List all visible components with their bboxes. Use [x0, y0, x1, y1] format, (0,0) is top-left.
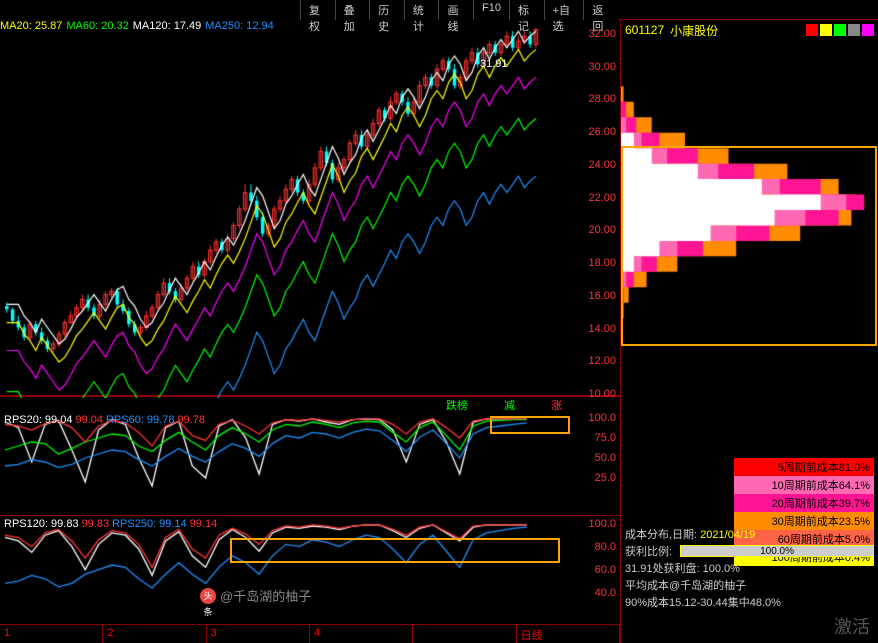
stock-name: 小康股份 [670, 22, 718, 39]
ind-tab[interactable]: 涨 [551, 397, 562, 412]
btab-5[interactable]: 日线 [517, 625, 620, 643]
header-icon[interactable] [820, 24, 832, 36]
btab-3[interactable]: 4 [310, 625, 413, 643]
tool-0[interactable]: 复权 [300, 0, 335, 20]
tool-menu[interactable]: 复权叠加历史统计画线F10标记+自选返回 [0, 0, 618, 20]
last-price-label: 31.91 [480, 58, 508, 70]
header-icon[interactable] [834, 24, 846, 36]
btab-4[interactable] [413, 625, 516, 643]
tool-5[interactable]: F10 [473, 0, 509, 20]
tool-1[interactable]: 叠加 [335, 0, 370, 20]
activate-text: 激活 [834, 613, 870, 639]
btab-0[interactable]: 1 [0, 625, 103, 643]
tool-8[interactable]: 返回 [583, 0, 618, 20]
btab-2[interactable]: 3 [207, 625, 310, 643]
indicator-tabs[interactable]: 跌榜 减 涨 [0, 396, 620, 412]
header-icon[interactable] [862, 24, 874, 36]
tool-2[interactable]: 历史 [369, 0, 404, 20]
bottom-tabs[interactable]: 1234 日线 [0, 625, 620, 643]
watermark: 头条 @千岛湖的柚子 [200, 586, 311, 605]
stock-code: 601127 [625, 23, 664, 37]
tool-6[interactable]: 标记 [509, 0, 544, 20]
tool-3[interactable]: 统计 [404, 0, 439, 20]
ind-tab[interactable]: 减 [504, 397, 515, 412]
toutiao-icon: 头条 [200, 588, 216, 604]
ind-tab[interactable]: 跌榜 [446, 397, 468, 412]
profit-bar: 100.0% [680, 545, 874, 557]
tool-7[interactable]: +自选 [544, 0, 584, 20]
cost-info: 成本分布,日期: 2021/04/19 获利比例: 100.0% 31.91处获… [625, 525, 874, 611]
tool-4[interactable]: 画线 [438, 0, 473, 20]
rps-short-chart[interactable]: RPS20:99.0499.04RPS60:99.7899.78 25.050.… [0, 412, 620, 516]
stock-header: 601127 小康股份 [621, 20, 878, 40]
volume-profile[interactable] [621, 40, 878, 380]
ma-summary: MA20: 25.87MA60: 20.32MA120: 17.49MA250:… [0, 20, 278, 36]
price-chart[interactable]: 10.0012.0014.0016.0018.0020.0022.0024.00… [0, 20, 620, 396]
btab-1[interactable]: 2 [103, 625, 206, 643]
rps-long-chart[interactable]: RPS120:99.8399.83RPS250:99.1499.14 40.06… [0, 516, 620, 625]
header-icon[interactable] [806, 24, 818, 36]
header-icon[interactable] [848, 24, 860, 36]
